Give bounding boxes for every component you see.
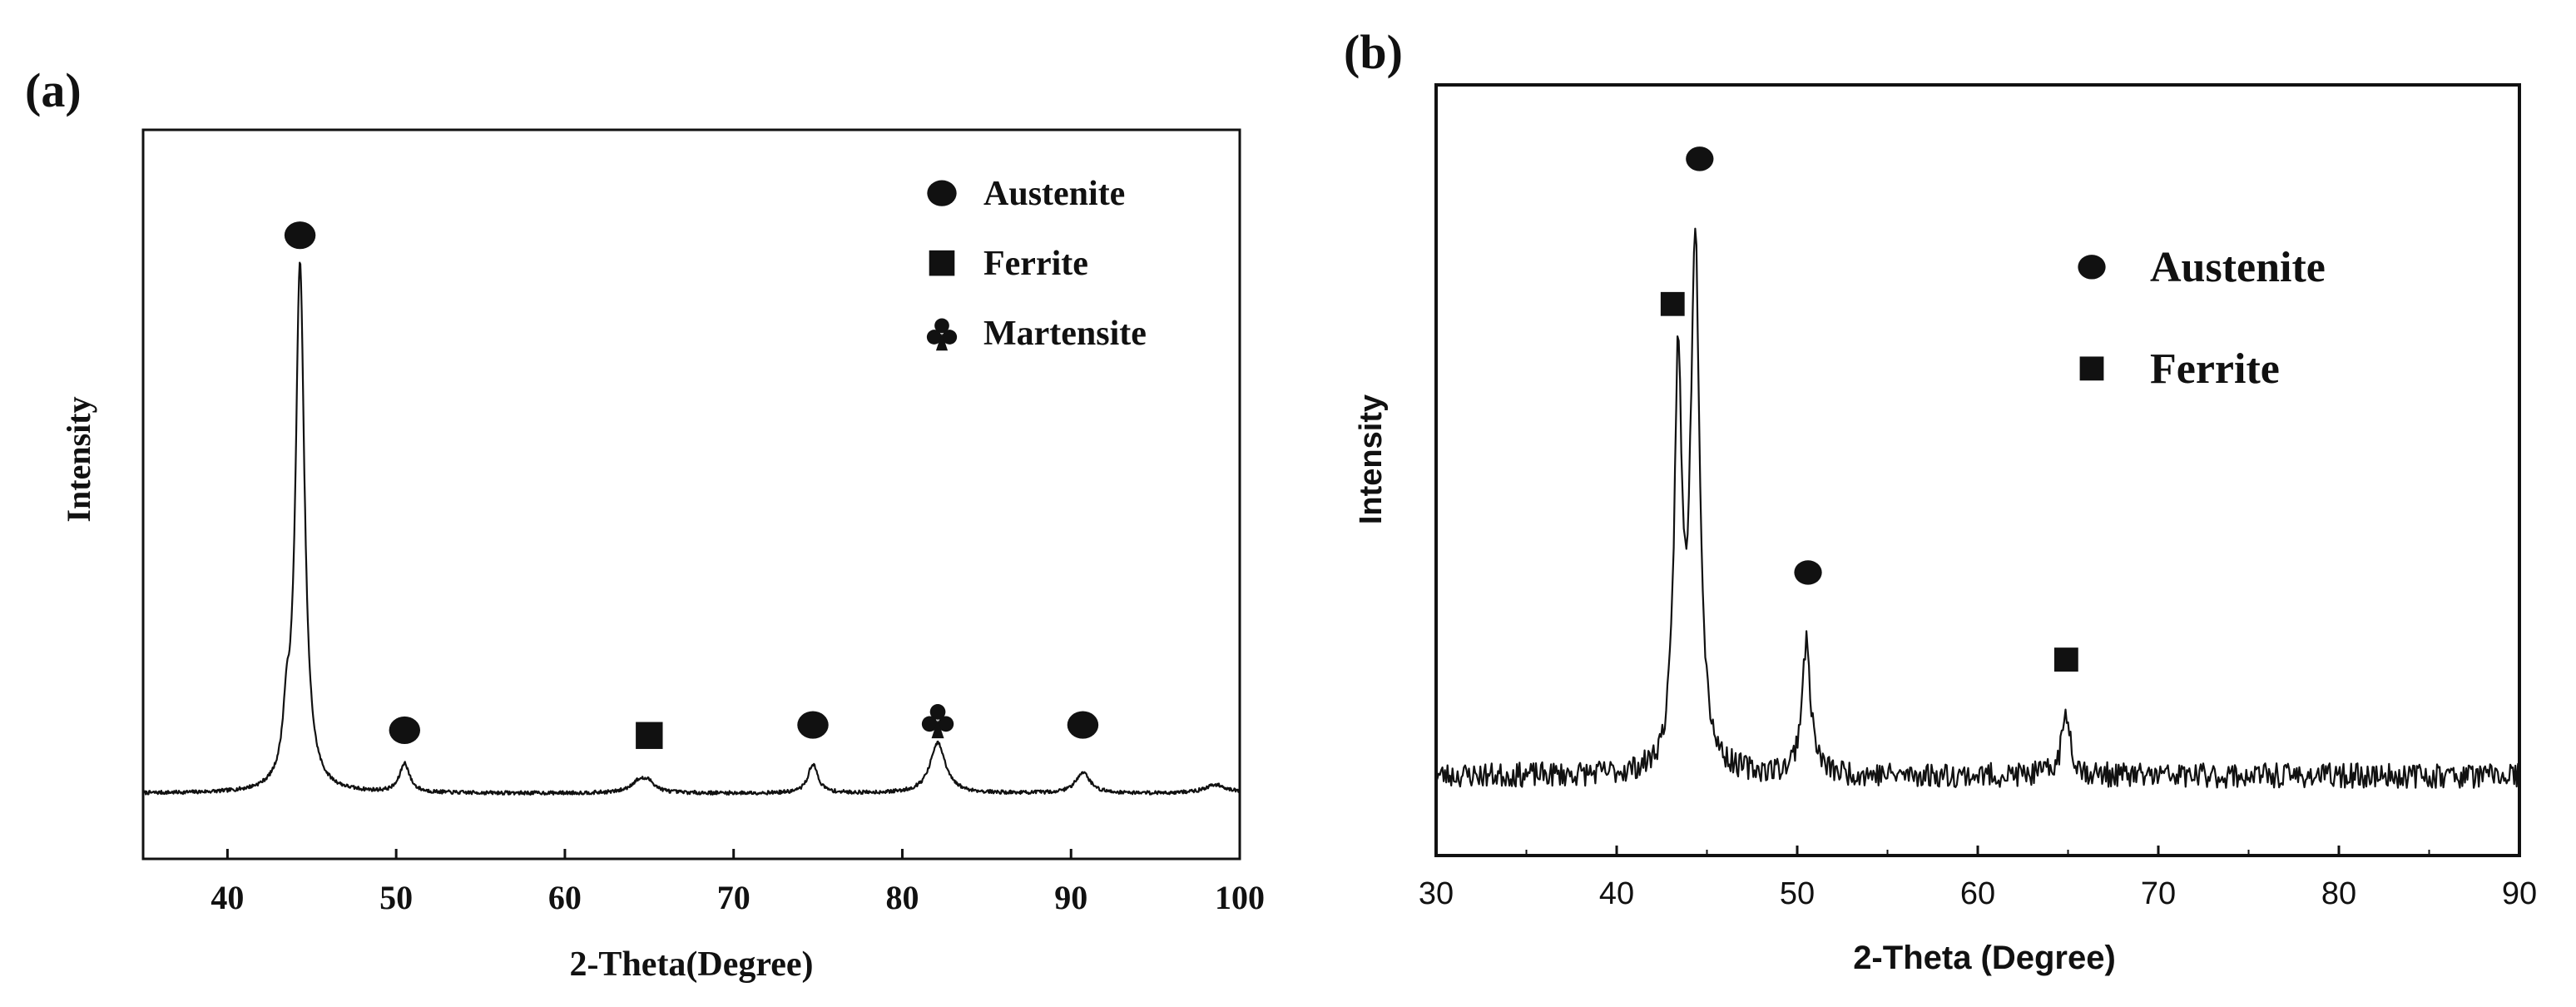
- x-tick-label: 50: [1780, 876, 1815, 911]
- panel-b-label: (b): [1344, 25, 1403, 79]
- x-tick-label: 80: [885, 879, 919, 916]
- legend-label-ferrite: Ferrite: [2150, 345, 2280, 393]
- x-tick-label: 70: [2141, 876, 2176, 911]
- panel-b-x-axis-title: 2-Theta (Degree): [1853, 940, 2116, 976]
- x-tick-label: 80: [2321, 876, 2356, 911]
- panel-b-diffraction-curve: [1434, 227, 2520, 789]
- panel-a: (a) 40 50 60 70 80 90 100 Austenite Ferrite Mart…: [25, 63, 1265, 984]
- circle-peak-marker-austenite: [1686, 146, 1714, 171]
- panel-b-peak-markers: [1660, 146, 2078, 672]
- legend-square-icon: [929, 250, 955, 276]
- panel-a-y-axis-title: Intensity: [60, 396, 97, 522]
- panel-b-y-axis-title: Intensity: [1354, 394, 1389, 524]
- circle-peak-marker-austenite: [284, 221, 316, 250]
- legend-circle-icon: [927, 180, 957, 206]
- circle-peak-marker-austenite: [1067, 711, 1099, 739]
- panel-a-label: (a): [25, 63, 82, 117]
- legend-label-austenite: Austenite: [983, 175, 1125, 213]
- panel-b: (b) 30 40 50 60 70 80 90 Austenite Ferrite 2-Th…: [1344, 25, 2537, 976]
- x-tick-label: 40: [1599, 876, 1634, 911]
- circle-peak-marker-austenite: [389, 716, 421, 744]
- panel-a-x-ticks: [225, 849, 1241, 859]
- square-peak-marker-ferrite: [2053, 647, 2078, 672]
- x-tick-label: 40: [211, 879, 244, 916]
- legend-label-martensite: Martensite: [983, 315, 1147, 353]
- legend-circle-icon: [2078, 255, 2106, 280]
- x-tick-label: 50: [379, 879, 413, 916]
- panel-a-plot-frame: [141, 128, 1241, 861]
- square-peak-marker-ferrite: [636, 722, 663, 749]
- panel-a-x-tick-labels: 40 50 60 70 80 90 100: [211, 879, 1265, 916]
- x-tick-label: 60: [1960, 876, 1995, 911]
- x-tick-label: 70: [717, 879, 751, 916]
- x-tick-label: 60: [548, 879, 582, 916]
- legend-label-austenite: Austenite: [2150, 244, 2326, 291]
- x-tick-label: 100: [1215, 879, 1265, 916]
- x-tick-label: 90: [1054, 879, 1087, 916]
- panel-a-legend: Austenite Ferrite Martensite: [926, 175, 1147, 353]
- circle-peak-marker-austenite: [1794, 560, 1822, 585]
- panel-a-peak-markers: [284, 221, 1099, 749]
- x-tick-label: 30: [1419, 876, 1454, 911]
- circle-peak-marker-austenite: [797, 711, 829, 739]
- panel-b-x-tick-labels: 30 40 50 60 70 80 90: [1419, 876, 2537, 911]
- panel-a-diffraction-curve: [141, 261, 1241, 796]
- x-tick-label: 90: [2502, 876, 2537, 911]
- square-peak-marker-ferrite: [1660, 291, 1685, 316]
- panel-b-legend: Austenite Ferrite: [2078, 244, 2326, 393]
- legend-club-icon: [926, 318, 958, 351]
- legend-square-icon: [2079, 356, 2104, 381]
- panel-b-x-ticks: [1434, 846, 2521, 856]
- club-peak-marker-martensite: [921, 704, 954, 739]
- legend-label-ferrite: Ferrite: [983, 245, 1088, 283]
- panel-a-x-axis-title: 2-Theta(Degree): [569, 945, 813, 984]
